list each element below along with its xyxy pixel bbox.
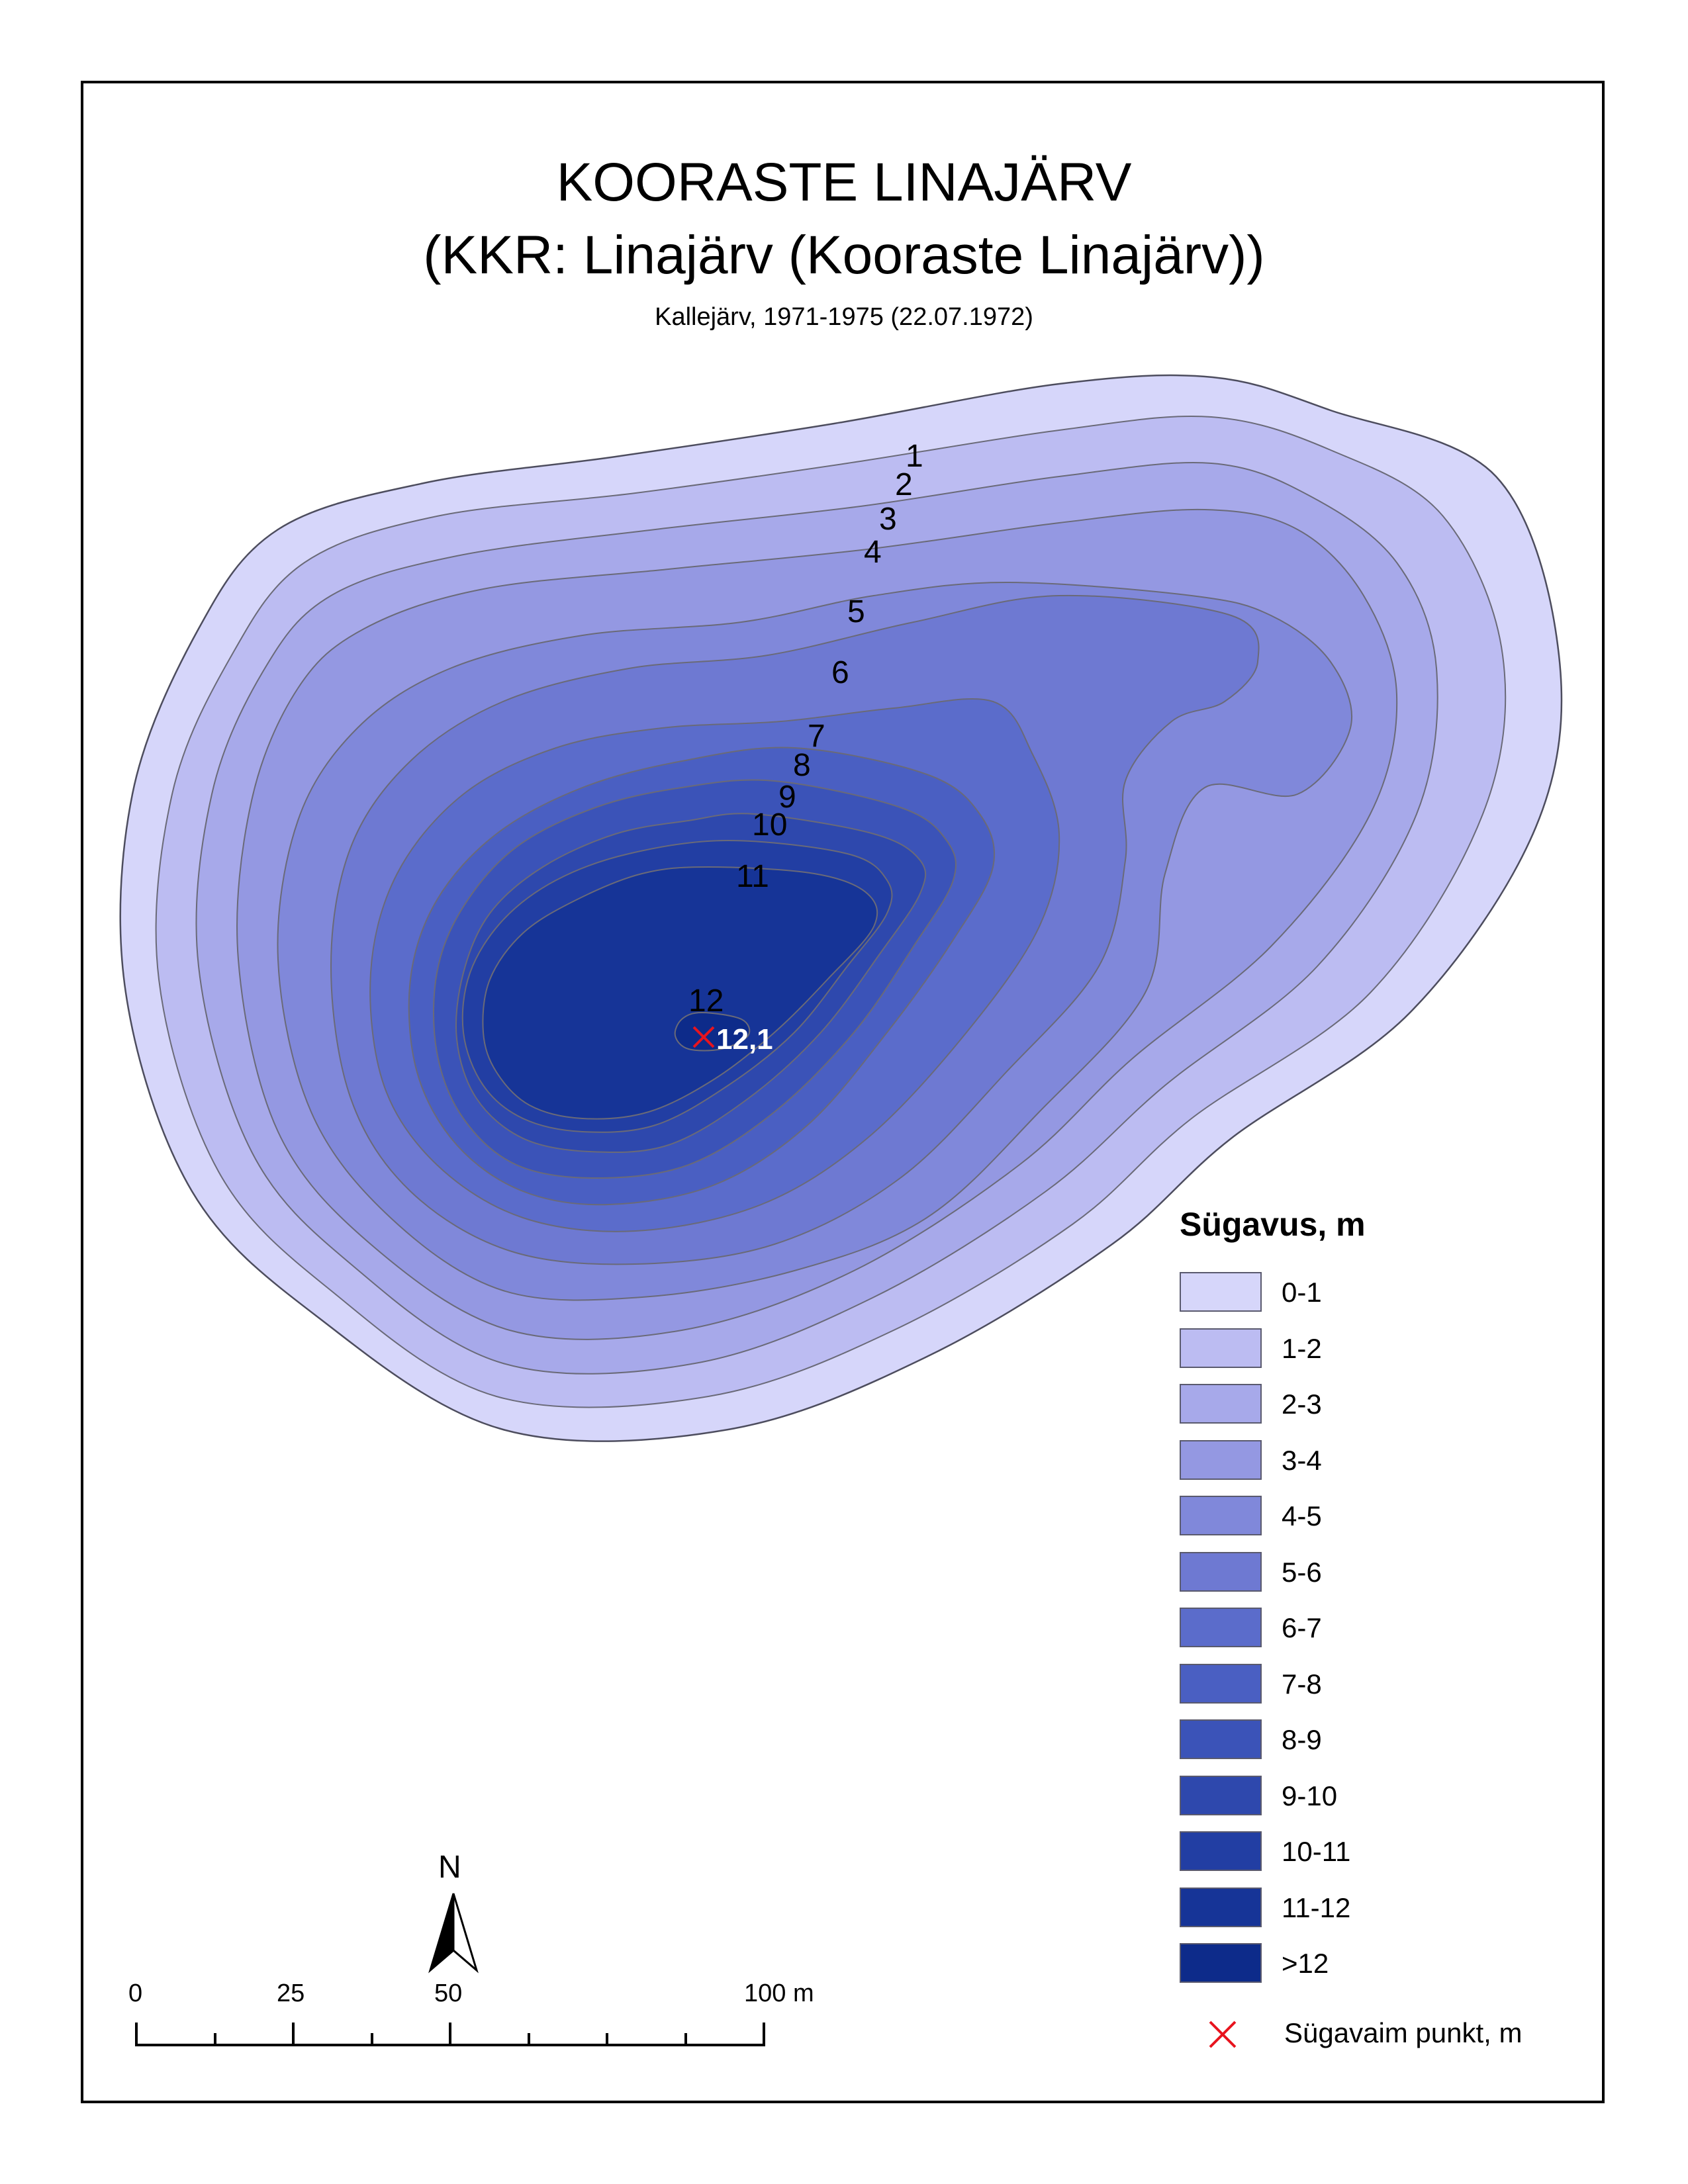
contour-label-7: 7 — [808, 719, 825, 754]
legend-swatch — [1180, 1663, 1262, 1704]
scale-label-100: 100 m — [744, 1979, 814, 2007]
contour-label-6: 6 — [831, 655, 849, 690]
contour-label-9: 9 — [778, 780, 796, 815]
scale-bar-ruler — [135, 2023, 765, 2046]
deepest-point-marker-b — [692, 1026, 715, 1048]
legend-deepest-label: Sügavaim punkt, m — [1284, 2017, 1523, 2048]
depth-zone->12 — [674, 1011, 751, 1052]
legend: Sügavus, m 0-1 1-2 2-3 3-4 4-5 5-6 6-7 7-8 8-9 9-… — [1178, 1205, 1589, 1983]
legend-title: Sügavus, m — [1180, 1206, 1366, 1243]
legend-row->12: >12 — [1178, 1943, 1589, 1987]
contour-label-11: 11 — [736, 859, 769, 894]
legend-swatch — [1180, 1887, 1262, 1927]
legend-swatch — [1180, 1496, 1262, 1535]
legend-swatch — [1180, 1831, 1262, 1871]
legend-swatch — [1180, 1719, 1262, 1759]
legend-swatch — [1180, 1551, 1262, 1592]
legend-row-5-6: 5-6 — [1178, 1551, 1589, 1596]
legend-deepest-point: Sügavaim punkt, m — [1205, 2015, 1602, 2055]
legend-label: 11-12 — [1282, 1891, 1351, 1923]
contour-label-5: 5 — [847, 594, 865, 629]
legend-label: 2-3 — [1282, 1388, 1322, 1420]
scale-label-50: 50 — [434, 1979, 463, 2007]
depth-zone-11-12 — [482, 866, 878, 1120]
north-arrow-icon — [428, 1893, 479, 1974]
north-arrow-letter: N — [438, 1850, 461, 1885]
legend-label: 5-6 — [1282, 1556, 1322, 1588]
contour-label-3: 3 — [879, 502, 897, 537]
legend-row-4-5: 4-5 — [1178, 1496, 1589, 1539]
deepest-point-label: 12,1 — [716, 1023, 773, 1056]
map-source: Kallejärv, 1971-1975 (22.07.1972) — [655, 303, 1033, 331]
scale-label-0: 0 — [128, 1979, 143, 2007]
scale-label-25: 25 — [277, 1979, 305, 2007]
legend-swatch — [1180, 1775, 1262, 1815]
legend-label: >12 — [1282, 1948, 1329, 1979]
red-x-icon — [1209, 2021, 1237, 2048]
legend-row-2-3: 2-3 — [1178, 1384, 1589, 1428]
legend-label: 1-2 — [1282, 1332, 1322, 1364]
legend-label: 6-7 — [1282, 1612, 1322, 1643]
legend-swatch — [1180, 1272, 1262, 1312]
contour-label-4: 4 — [864, 535, 882, 570]
map-frame — [81, 81, 1605, 2103]
legend-row-10-11: 10-11 — [1178, 1831, 1589, 1875]
contour-label-12: 12 — [688, 983, 724, 1019]
legend-label: 10-11 — [1282, 1836, 1351, 1867]
legend-row-3-4: 3-4 — [1178, 1439, 1589, 1484]
legend-swatch — [1180, 1384, 1262, 1424]
legend-label: 8-9 — [1282, 1724, 1322, 1755]
legend-label: 9-10 — [1282, 1780, 1338, 1811]
legend-row-8-9: 8-9 — [1178, 1719, 1589, 1763]
map-title: KOORASTE LINAJÄRV — [556, 152, 1132, 212]
legend-label: 0-1 — [1282, 1277, 1322, 1308]
deepest-point: 12,1 — [692, 1023, 773, 1056]
contour-label-10: 10 — [752, 807, 787, 842]
legend-row-9-10: 9-10 — [1178, 1775, 1589, 1819]
legend-row-11-12: 11-12 — [1178, 1887, 1589, 1931]
legend-row-1-2: 1-2 — [1178, 1328, 1589, 1372]
legend-label: 4-5 — [1282, 1500, 1322, 1531]
legend-swatch — [1180, 1608, 1262, 1647]
legend-swatch — [1180, 1328, 1262, 1368]
contour-label-1: 1 — [906, 439, 923, 474]
contour-label-8: 8 — [793, 748, 811, 783]
contour-label-2: 2 — [895, 467, 913, 502]
legend-row-6-7: 6-7 — [1178, 1608, 1589, 1651]
legend-label: 3-4 — [1282, 1444, 1322, 1476]
depth-contours — [119, 374, 1563, 1442]
map-subtitle: (KKR: Linajärv (Kooraste Linajärv)) — [423, 225, 1265, 285]
legend-swatch — [1180, 1439, 1262, 1480]
legend-label: 7-8 — [1282, 1668, 1322, 1700]
legend-row-0-1: 0-1 — [1178, 1272, 1589, 1316]
legend-swatch — [1180, 1943, 1262, 1983]
legend-row-7-8: 7-8 — [1178, 1663, 1589, 1707]
